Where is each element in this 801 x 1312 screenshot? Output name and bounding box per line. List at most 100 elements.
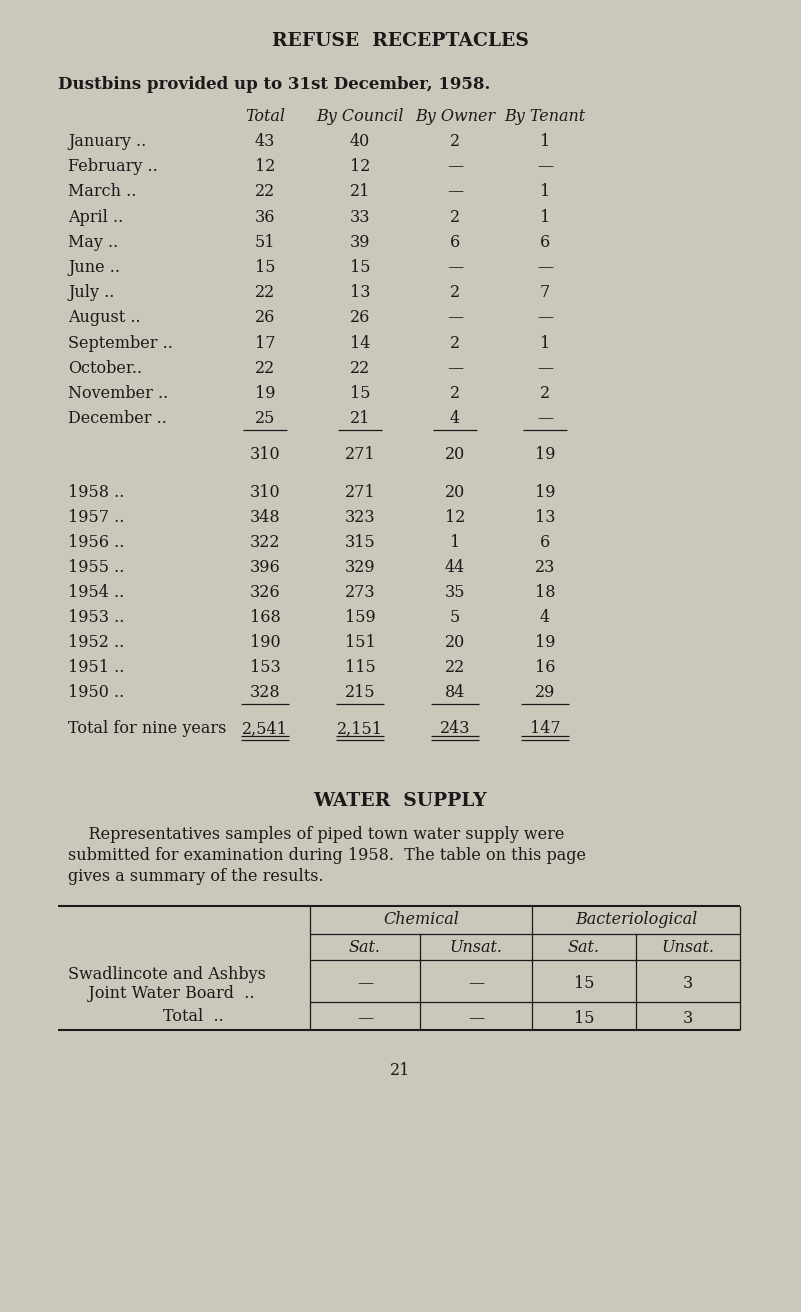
Text: —: — [468, 1010, 484, 1027]
Text: 153: 153 [250, 660, 280, 677]
Text: 18: 18 [535, 584, 555, 601]
Text: Swadlincote and Ashbys: Swadlincote and Ashbys [68, 967, 266, 984]
Text: 12: 12 [255, 159, 276, 176]
Text: 329: 329 [344, 559, 376, 576]
Text: 1953 ..: 1953 .. [68, 609, 124, 626]
Text: 151: 151 [344, 635, 376, 651]
Text: January ..: January .. [68, 133, 147, 150]
Text: 115: 115 [344, 660, 376, 677]
Text: 1952 ..: 1952 .. [68, 635, 124, 651]
Text: WATER  SUPPLY: WATER SUPPLY [313, 792, 487, 811]
Text: 190: 190 [250, 635, 280, 651]
Text: —: — [537, 359, 553, 377]
Text: March ..: March .. [68, 184, 136, 201]
Text: October..: October.. [68, 359, 142, 377]
Text: 4: 4 [540, 609, 550, 626]
Text: 14: 14 [350, 335, 370, 352]
Text: 310: 310 [250, 484, 280, 501]
Text: —: — [447, 258, 463, 276]
Text: 12: 12 [445, 509, 465, 526]
Text: 4: 4 [450, 411, 460, 428]
Text: —: — [537, 310, 553, 327]
Text: —: — [537, 258, 553, 276]
Text: 1: 1 [540, 335, 550, 352]
Text: 7: 7 [540, 285, 550, 302]
Text: 2: 2 [450, 133, 460, 150]
Text: Total  ..: Total .. [163, 1009, 223, 1026]
Text: 6: 6 [450, 234, 460, 251]
Text: Unsat.: Unsat. [449, 939, 502, 956]
Text: 19: 19 [535, 635, 555, 651]
Text: 20: 20 [445, 635, 465, 651]
Text: Bacteriological: Bacteriological [575, 912, 697, 929]
Text: 310: 310 [250, 446, 280, 463]
Text: 1: 1 [450, 534, 460, 551]
Text: 43: 43 [255, 133, 276, 150]
Text: April ..: April .. [68, 209, 123, 226]
Text: May ..: May .. [68, 234, 119, 251]
Text: February ..: February .. [68, 159, 158, 176]
Text: 15: 15 [574, 975, 594, 992]
Text: 15: 15 [350, 258, 370, 276]
Text: Sat.: Sat. [568, 939, 600, 956]
Text: 2: 2 [450, 285, 460, 302]
Text: 1958 ..: 1958 .. [68, 484, 124, 501]
Text: 16: 16 [535, 660, 555, 677]
Text: Representatives samples of piped town water supply were: Representatives samples of piped town wa… [68, 827, 565, 844]
Text: 21: 21 [350, 411, 370, 428]
Text: 22: 22 [350, 359, 370, 377]
Text: 271: 271 [344, 446, 376, 463]
Text: 3: 3 [683, 1010, 693, 1027]
Text: 326: 326 [250, 584, 280, 601]
Text: 2,151: 2,151 [337, 720, 383, 737]
Text: 2: 2 [450, 209, 460, 226]
Text: 5: 5 [450, 609, 460, 626]
Text: 39: 39 [350, 234, 370, 251]
Text: By Owner: By Owner [415, 108, 495, 125]
Text: November ..: November .. [68, 384, 168, 401]
Text: 15: 15 [350, 384, 370, 401]
Text: 1955 ..: 1955 .. [68, 559, 124, 576]
Text: 25: 25 [255, 411, 276, 428]
Text: REFUSE  RECEPTACLES: REFUSE RECEPTACLES [272, 31, 529, 50]
Text: 273: 273 [344, 584, 376, 601]
Text: —: — [537, 159, 553, 176]
Text: Total for nine years: Total for nine years [68, 720, 227, 737]
Text: 147: 147 [529, 720, 561, 737]
Text: —: — [357, 975, 373, 992]
Text: 1951 ..: 1951 .. [68, 660, 124, 677]
Text: 13: 13 [350, 285, 370, 302]
Text: 348: 348 [250, 509, 280, 526]
Text: 15: 15 [255, 258, 276, 276]
Text: —: — [447, 359, 463, 377]
Text: 33: 33 [350, 209, 370, 226]
Text: 84: 84 [445, 685, 465, 702]
Text: 6: 6 [540, 234, 550, 251]
Text: 21: 21 [350, 184, 370, 201]
Text: 243: 243 [440, 720, 470, 737]
Text: 36: 36 [255, 209, 276, 226]
Text: 35: 35 [445, 584, 465, 601]
Text: 1956 ..: 1956 .. [68, 534, 124, 551]
Text: By Tenant: By Tenant [505, 108, 586, 125]
Text: 20: 20 [445, 484, 465, 501]
Text: 29: 29 [535, 685, 555, 702]
Text: 20: 20 [445, 446, 465, 463]
Text: 323: 323 [344, 509, 376, 526]
Text: July ..: July .. [68, 285, 115, 302]
Text: September ..: September .. [68, 335, 173, 352]
Text: 21: 21 [390, 1063, 410, 1080]
Text: —: — [357, 1010, 373, 1027]
Text: 15: 15 [574, 1010, 594, 1027]
Text: Chemical: Chemical [383, 912, 459, 929]
Text: Unsat.: Unsat. [662, 939, 714, 956]
Text: 22: 22 [255, 184, 275, 201]
Text: —: — [447, 184, 463, 201]
Text: —: — [468, 975, 484, 992]
Text: 328: 328 [250, 685, 280, 702]
Text: 19: 19 [535, 446, 555, 463]
Text: 1: 1 [540, 133, 550, 150]
Text: —: — [447, 310, 463, 327]
Text: —: — [537, 411, 553, 428]
Text: —: — [447, 159, 463, 176]
